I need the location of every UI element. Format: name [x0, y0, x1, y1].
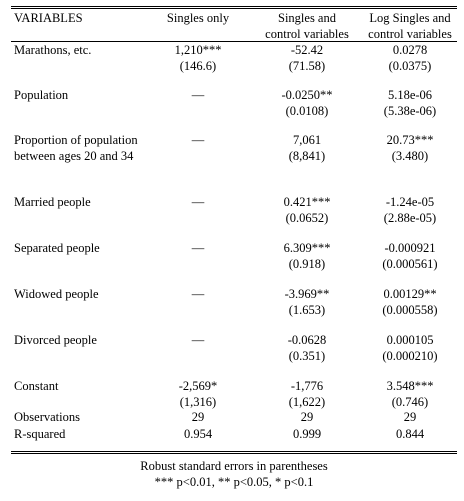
- row-col3-coef: -1.24e-05: [385, 195, 435, 209]
- row-col3-se: (0.000210): [382, 349, 438, 363]
- row-label: Separated people: [14, 241, 100, 255]
- row-col1-coef: -2,569*: [178, 379, 218, 393]
- row-col3-coef: 20.73***: [386, 133, 434, 147]
- top-rule: [11, 6, 457, 9]
- row-col3-coef: 0.000105: [386, 333, 434, 347]
- row-col3-se: (0.746): [391, 395, 429, 409]
- row-col2-se: (0.0652): [285, 211, 329, 225]
- row-col1-coef: —: [191, 88, 205, 102]
- row-col1-coef: —: [191, 287, 205, 301]
- row-col1-se: (146.6): [179, 59, 217, 73]
- row-col2-coef: -1,776: [290, 379, 324, 393]
- row-col3-se: (3.480): [391, 149, 429, 163]
- rsquared-col1: 0.954: [183, 427, 213, 441]
- notes-line1: Robust standard errors in parentheses: [140, 459, 328, 473]
- header-col3: Log Singles and control variables: [368, 11, 452, 41]
- row-col3-se: (0.0375): [388, 59, 432, 73]
- row-col2-coef: 6.309***: [283, 241, 331, 255]
- row-col2-se: (71.58): [288, 59, 326, 73]
- row-col2-coef: -52.42: [290, 43, 324, 57]
- observations-col1: 29: [191, 410, 205, 424]
- row-col3-coef: 0.00129**: [383, 287, 437, 301]
- row-col1-coef: 1,210***: [174, 43, 222, 57]
- header-col2: Singles and control variables: [265, 11, 349, 41]
- row-col3-se: (0.000561): [382, 257, 438, 271]
- row-label: Marathons, etc.: [14, 43, 92, 57]
- row-label: Population: [14, 88, 69, 102]
- observations-label: Observations: [14, 410, 80, 424]
- bottom-rule: [11, 451, 457, 454]
- row-label: Widowed people: [14, 287, 99, 301]
- header-col1: Singles only: [166, 11, 230, 25]
- notes-line2: *** p<0.01, ** p<0.05, * p<0.1: [154, 475, 314, 489]
- row-label: Divorced people: [14, 333, 97, 347]
- row-label: Constant: [14, 379, 59, 393]
- row-label: Married people: [14, 195, 91, 209]
- header-variables: VARIABLES: [14, 11, 83, 25]
- row-col1-coef: —: [191, 133, 205, 147]
- row-col2-se: (0.918): [288, 257, 326, 271]
- row-col3-coef: 5.18e-06: [387, 88, 433, 102]
- row-col2-coef: -3.969**: [284, 287, 330, 301]
- row-col3-se: (0.000558): [382, 303, 438, 317]
- observations-col2: 29: [300, 410, 314, 424]
- row-col2-se: (1,622): [288, 395, 326, 409]
- row-col3-coef: 0.0278: [392, 43, 428, 57]
- row-col2-coef: 0.421***: [283, 195, 331, 209]
- row-col3-coef: 3.548***: [386, 379, 434, 393]
- row-col1-coef: —: [191, 241, 205, 255]
- row-col3-coef: -0.000921: [384, 241, 436, 255]
- row-col2-se: (8,841): [288, 149, 326, 163]
- row-col2-se: (0.351): [288, 349, 326, 363]
- row-col1-coef: —: [191, 195, 205, 209]
- row-col2-se: (0.0108): [285, 104, 329, 118]
- row-col1-se: (1,316): [179, 395, 217, 409]
- row-col3-se: (2.88e-05): [383, 211, 437, 225]
- rsquared-label: R-squared: [14, 427, 66, 441]
- row-col2-coef: -0.0628: [287, 333, 327, 347]
- row-col3-se: (5.38e-06): [383, 104, 437, 118]
- row-col1-coef: —: [191, 333, 205, 347]
- row-col2-coef: 7,061: [292, 133, 322, 147]
- rsquared-col3: 0.844: [395, 427, 425, 441]
- row-label: Proportion of population between ages 20…: [14, 133, 138, 163]
- row-col2-coef: -0.0250**: [281, 88, 333, 102]
- observations-col3: 29: [403, 410, 417, 424]
- row-col2-se: (1.653): [288, 303, 326, 317]
- header-rule: [11, 41, 457, 42]
- rsquared-col2: 0.999: [292, 427, 322, 441]
